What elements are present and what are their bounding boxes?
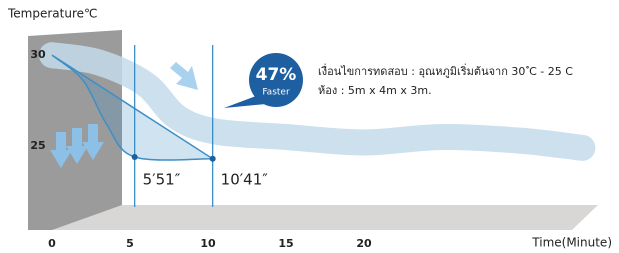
marker-dot	[210, 156, 216, 162]
x-tick-label: 5	[126, 237, 134, 250]
x-tick-label: 10	[200, 237, 216, 250]
marker-label: 10′41″	[221, 171, 269, 189]
note: เงื่อนไขการทดสอบ : อุณหภูมิเริ่มต้นจาก 3…	[318, 63, 573, 78]
note: ห้อง : 5m x 4m x 3m.	[318, 84, 432, 97]
x-axis-label: Time(Minute)	[531, 236, 612, 250]
chart: Temperature℃ Time(Minute) 47% Faster เงื…	[0, 0, 619, 253]
x-tick-label: 20	[356, 237, 372, 250]
badge-text: Faster	[262, 88, 290, 98]
x-tick-label: 15	[278, 237, 293, 250]
marker-label: 5′51″	[143, 171, 181, 189]
y-tick-label: 25	[30, 139, 45, 152]
y-axis-label: Temperature℃	[7, 7, 98, 21]
floor	[52, 205, 598, 230]
badge-value: 47%	[256, 65, 297, 85]
marker-dot	[132, 154, 138, 160]
page: Temperature℃ Time(Minute) 47% Faster เงื…	[0, 0, 619, 253]
x-tick-label: 0	[48, 237, 56, 250]
y-tick-label: 30	[30, 48, 46, 61]
